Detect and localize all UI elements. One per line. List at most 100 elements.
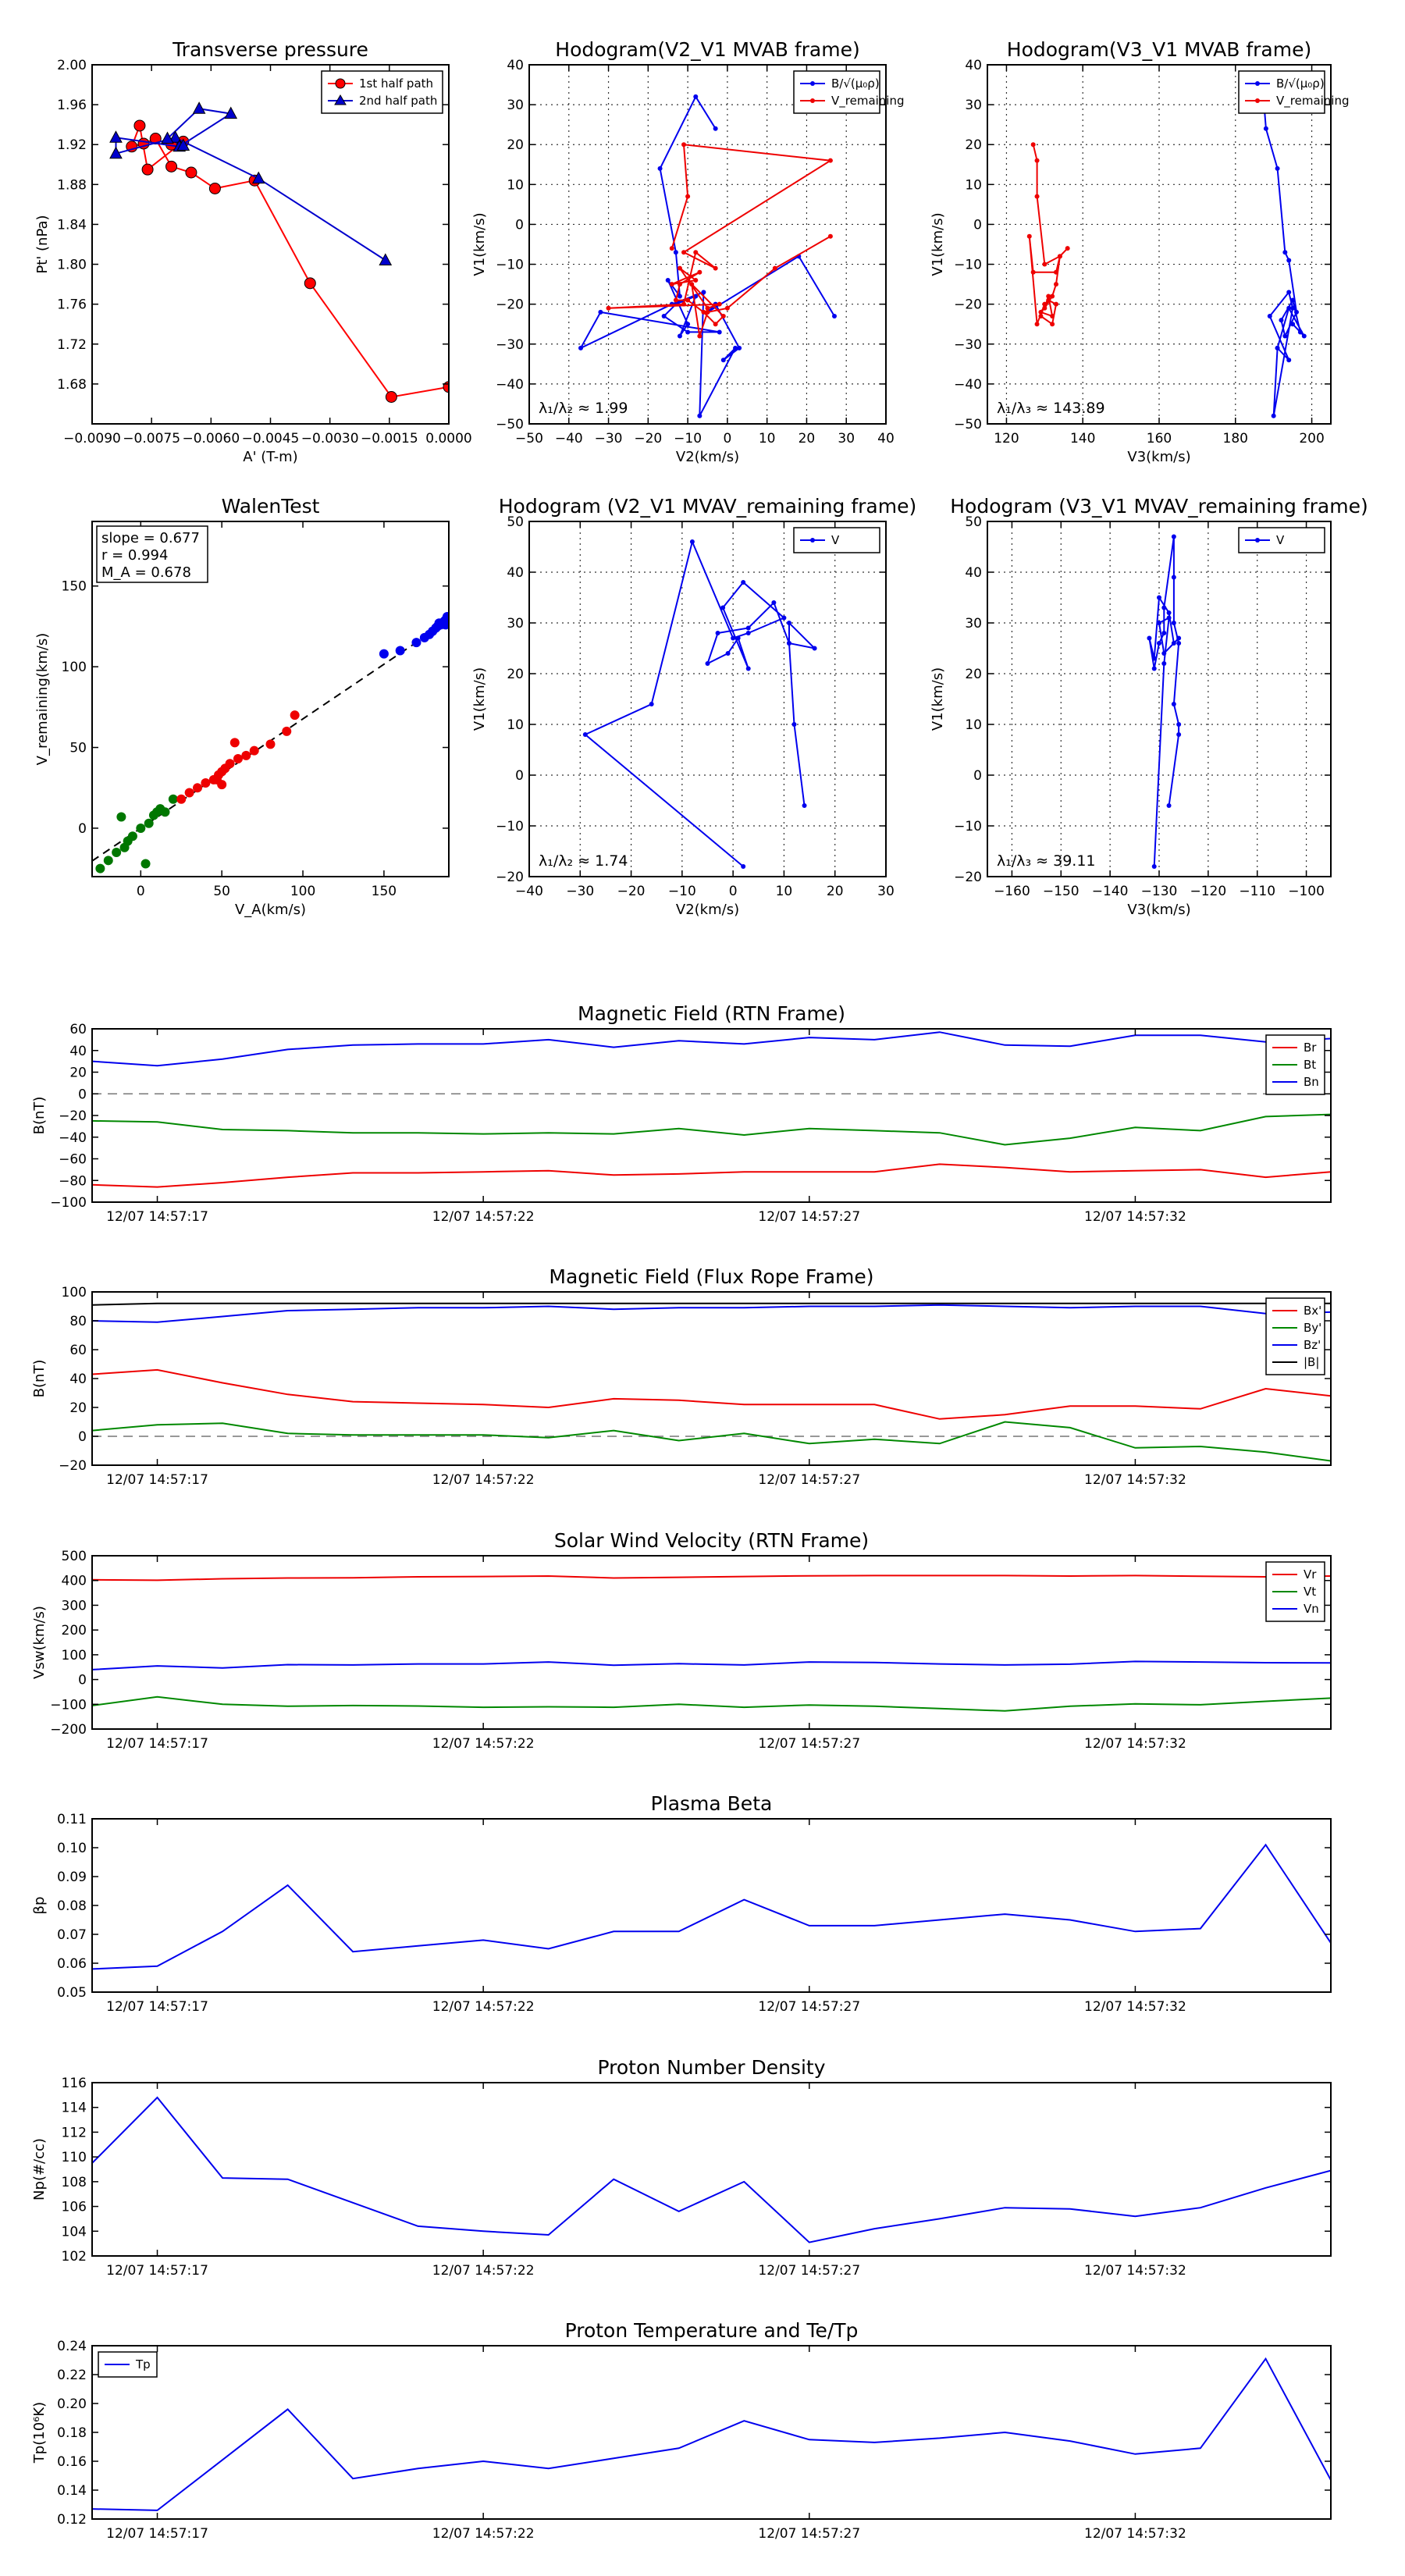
data-point xyxy=(733,345,738,350)
plasma-beta-panel: Plasma Beta 0.05 0.06 0.07 0.08 0.09 0.10 0.11 1… xyxy=(31,1792,1332,2015)
x-tick-label: 120 xyxy=(994,431,1019,447)
x-tick-label: 12/07 14:57:17 xyxy=(106,1999,208,2015)
x-tick-label: −100 xyxy=(1288,884,1325,899)
y-tick-label: −40 xyxy=(954,377,982,393)
data-point xyxy=(1275,165,1280,171)
legend-label: |B| xyxy=(1304,1355,1319,1369)
y-tick-label: 20 xyxy=(69,1400,87,1416)
y-tick-label: 0 xyxy=(973,217,982,233)
y-tick-label: 0 xyxy=(78,1087,87,1102)
scatter-point xyxy=(241,750,251,760)
scatter-point xyxy=(112,847,122,857)
data-point xyxy=(693,250,699,255)
series-vn-line xyxy=(92,1660,1331,1670)
data-point xyxy=(771,600,777,605)
stats-box-frame xyxy=(96,525,208,583)
series-bx-line xyxy=(92,1368,1331,1420)
series-vr-line xyxy=(92,1574,1331,1582)
y-tick-label: −20 xyxy=(496,870,524,885)
data-point xyxy=(1171,641,1176,646)
hodogram-v2-mvab-panel: Hodogram(V2_V1 MVAB frame) −50 −40 −30 −20 −1… xyxy=(471,38,905,465)
y-axis-label: V1(km/s) xyxy=(930,212,946,276)
data-point xyxy=(717,301,722,307)
y-tick-label: 20 xyxy=(507,667,524,682)
data-point xyxy=(827,233,833,239)
plot-frame xyxy=(528,64,887,425)
data-point xyxy=(1042,262,1048,267)
data-point xyxy=(685,329,691,335)
y-tick-label: 40 xyxy=(507,565,524,581)
x-tick-label: −0.0090 xyxy=(63,431,121,447)
data-point xyxy=(1034,158,1040,163)
x-axis-label: V2(km/s) xyxy=(676,449,739,465)
x-tick-label: −160 xyxy=(994,884,1030,899)
y-tick-label: 30 xyxy=(507,616,524,632)
y-tick-label: 10 xyxy=(507,717,524,733)
plot-frame xyxy=(91,521,450,877)
y-tick-label: −100 xyxy=(50,1195,87,1211)
y-tick-label: 1.76 xyxy=(57,297,87,313)
legend: Vr Vt Vn xyxy=(1265,1561,1325,1622)
legend-label: B/√(μ₀ρ) xyxy=(831,76,880,91)
data-point xyxy=(161,131,174,144)
y-tick-label: 116 xyxy=(62,2076,87,2091)
chart-title: Magnetic Field (Flux Rope Frame) xyxy=(549,1265,873,1288)
proton-temperature-panel: Proton Temperature and Te/Tp 0.12 0.14 0.16… xyxy=(31,2319,1332,2542)
y-axis-label: Vsw(km/s) xyxy=(31,1606,48,1679)
x-tick-label: 12/07 14:57:27 xyxy=(758,1736,860,1752)
legend-label: V xyxy=(1276,533,1285,547)
data-point xyxy=(109,146,123,159)
y-tick-label: −50 xyxy=(496,417,524,432)
legend-marker xyxy=(810,81,815,86)
legend-label: V_remaining xyxy=(831,94,905,109)
data-point xyxy=(385,391,397,403)
y-tick-label: 1.92 xyxy=(57,137,87,153)
x-axis-label: V3(km/s) xyxy=(1127,902,1190,918)
data-point xyxy=(176,138,190,151)
y-tick-label: −20 xyxy=(59,1108,87,1124)
data-point xyxy=(717,329,722,335)
series-b-line xyxy=(92,1302,1331,1306)
data-point xyxy=(1065,246,1070,251)
data-point xyxy=(109,130,123,143)
plot-area xyxy=(92,1031,1331,1188)
x-tick-label: −110 xyxy=(1239,884,1275,899)
hodogram-v3-mvab-panel: Hodogram(V3_V1 MVAB frame) −50 −40 −30 −20 −1… xyxy=(930,38,1350,465)
data-point xyxy=(1282,250,1288,255)
series-v-line xyxy=(583,539,817,867)
plot-area xyxy=(582,539,817,869)
legend-frame xyxy=(793,70,880,114)
y-tick-label: 1.88 xyxy=(57,177,87,193)
data-point xyxy=(737,345,742,350)
data-point xyxy=(693,94,699,99)
data-point xyxy=(720,605,726,610)
y-tick-label: 30 xyxy=(965,98,982,113)
stats-line: r = 0.994 xyxy=(101,547,168,564)
data-point xyxy=(735,635,741,641)
data-point xyxy=(705,309,710,315)
data-point xyxy=(133,119,146,132)
y-tick-label: 20 xyxy=(507,137,524,153)
data-point xyxy=(701,290,706,295)
data-point xyxy=(677,294,682,299)
y-tick-label: 0.22 xyxy=(57,2368,87,2383)
y-tick-label: −20 xyxy=(59,1458,87,1474)
y-tick-label: 0.05 xyxy=(57,1985,87,2001)
plot-frame xyxy=(91,1555,1332,1730)
y-tick-label: 200 xyxy=(62,1623,87,1638)
chart-title: Proton Temperature and Te/Tp xyxy=(565,2319,859,2342)
x-tick-label: 12/07 14:57:17 xyxy=(106,2263,208,2279)
data-point xyxy=(1263,126,1268,131)
x-tick-label: −30 xyxy=(566,884,594,899)
data-point xyxy=(681,250,687,255)
legend-label: Bx' xyxy=(1304,1304,1321,1318)
y-tick-label: 102 xyxy=(62,2249,87,2265)
data-point xyxy=(1171,702,1176,706)
legend-frame xyxy=(1238,70,1325,114)
data-point xyxy=(745,666,751,671)
data-point xyxy=(812,646,817,651)
y-tick-label: −10 xyxy=(954,258,982,273)
data-point xyxy=(304,277,316,290)
y-tick-label: 0.14 xyxy=(57,2483,87,2499)
